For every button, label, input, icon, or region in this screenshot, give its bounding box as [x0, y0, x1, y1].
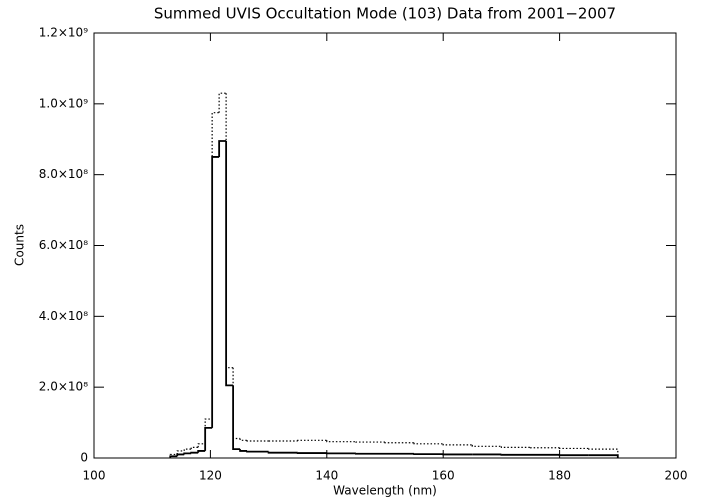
y-tick-label: 1.0×10⁹: [39, 96, 88, 110]
x-tick-label: 160: [432, 469, 455, 483]
histogram-step: [500, 446, 531, 448]
histogram-step: [225, 141, 234, 387]
histogram-step: [190, 451, 199, 454]
histogram-step: [246, 450, 269, 453]
y-tick-label: 8.0×10⁸: [39, 167, 88, 181]
histogram-step: [183, 448, 192, 451]
y-tick-label: 1.2×10⁹: [39, 26, 88, 40]
histogram-step: [232, 367, 241, 440]
histogram-step: [384, 442, 415, 444]
histogram-step: [176, 450, 185, 455]
histogram-step: [471, 444, 502, 447]
histogram-step: [176, 453, 185, 457]
histogram-step: [204, 426, 213, 451]
histogram-step: [442, 443, 473, 446]
histogram-step: [297, 439, 327, 441]
histogram-step: [204, 418, 213, 444]
y-tick-label: 0: [80, 451, 88, 465]
x-tick-label: 180: [548, 469, 571, 483]
histogram-step: [225, 93, 234, 369]
histogram-step: [183, 452, 192, 455]
histogram-step: [413, 442, 444, 445]
histogram-step: [239, 449, 248, 452]
histogram-step: [211, 112, 220, 420]
histogram-step: [588, 448, 619, 458]
histogram-step: [326, 440, 356, 443]
histogram-step: [218, 140, 227, 157]
histogram-step: [232, 385, 241, 451]
histogram-step: [197, 450, 206, 453]
histogram-step: [211, 156, 220, 428]
x-tick-label: 200: [665, 469, 688, 483]
histogram-step: [267, 451, 298, 454]
histogram-step: [190, 446, 199, 450]
x-tick-label: 120: [199, 469, 222, 483]
y-axis-label: Counts: [13, 224, 27, 266]
plot-frame: [93, 32, 677, 459]
y-tick-label: 4.0×10⁸: [39, 309, 88, 323]
histogram-step: [197, 443, 206, 448]
x-axis-label: Wavelength (nm): [333, 484, 437, 498]
chart-title: Summed UVIS Occultation Mode (103) Data …: [154, 5, 616, 23]
histogram-step: [559, 447, 589, 450]
y-tick-label: 6.0×10⁸: [39, 238, 88, 252]
y-tick-label: 2.0×10⁸: [39, 380, 88, 394]
histogram-step: [239, 438, 248, 441]
x-tick-label: 140: [315, 469, 338, 483]
histogram-step: [169, 453, 178, 458]
x-tick-label: 100: [83, 469, 106, 483]
histogram-step: [218, 92, 227, 113]
histogram-step: [246, 440, 269, 442]
